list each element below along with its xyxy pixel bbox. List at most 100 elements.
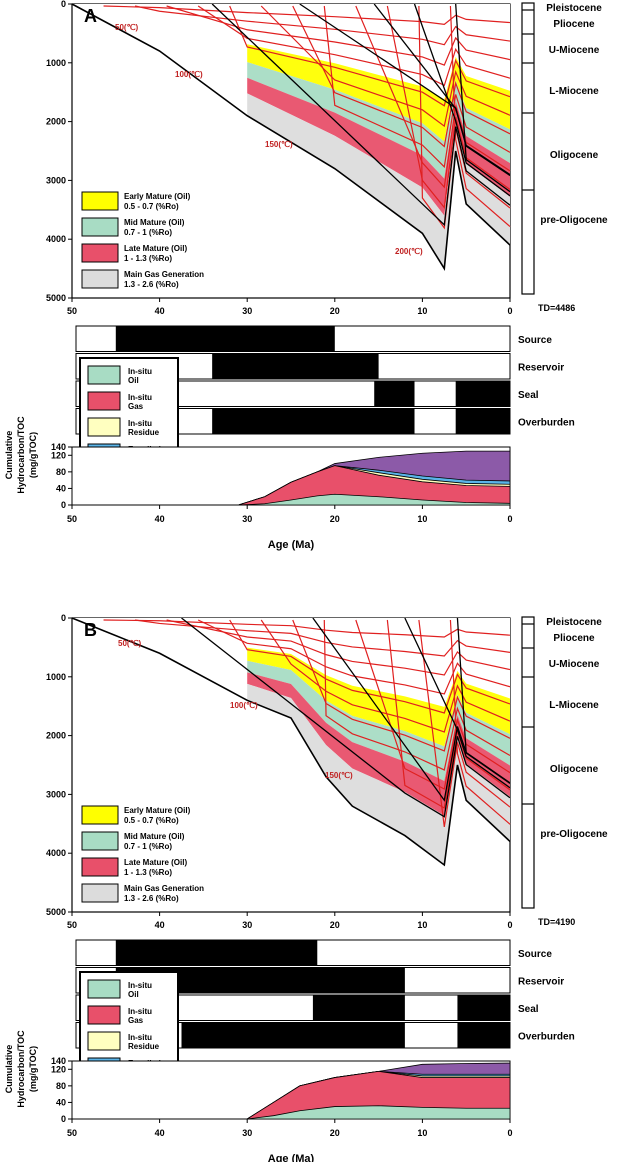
strat-label: Pleistocene [546, 3, 602, 14]
hc-legend-label: Residue [128, 1042, 160, 1051]
event-row-label: Overburden [518, 418, 575, 429]
panel-a: 010002000300040005000A50(℃)100(℃)150(℃)2… [4, 0, 608, 551]
maturity-legend-range: 0.7 - 1 (%Ro) [124, 842, 172, 851]
isotherm-label: 150(℃) [265, 140, 293, 149]
event-bar [212, 354, 378, 380]
depth-tick-label: 4000 [46, 848, 66, 858]
hc-legend-label: Oil [128, 990, 139, 999]
event-row-label: Source [518, 335, 552, 346]
depth-tick-label: 3000 [46, 789, 66, 799]
strat-column [522, 3, 534, 294]
hc-legend-swatch [88, 980, 120, 998]
age-tick-label: 50 [67, 306, 77, 316]
age-tick-label: 50 [67, 920, 77, 930]
hc-tick-label: 120 [51, 1064, 66, 1074]
maturity-swatch [82, 192, 118, 210]
maturity-legend-range: 1.3 - 2.6 (%Ro) [124, 280, 179, 289]
hc-legend-label: Residue [128, 428, 160, 437]
maturity-legend-range: 1 - 1.3 (%Ro) [124, 868, 172, 877]
panel-label: B [84, 620, 97, 640]
event-bar [456, 409, 510, 435]
maturity-legend-label: Main Gas Generation [124, 884, 204, 893]
hc-tick-label: 80 [56, 1081, 66, 1091]
strat-label: L-Miocene [549, 700, 599, 711]
isotherm-label: 150(℃) [325, 771, 353, 780]
hc-tick-label: 40 [56, 1097, 66, 1107]
maturity-legend-range: 0.7 - 1 (%Ro) [124, 228, 172, 237]
maturity-swatch [82, 884, 118, 902]
event-bar [212, 409, 414, 435]
y-axis-title: (mg/gTOC) [28, 1046, 38, 1092]
depth-tick-label: 4000 [46, 234, 66, 244]
event-bar [457, 995, 510, 1021]
maturity-swatch [82, 270, 118, 288]
event-row-label: Seal [518, 1004, 539, 1015]
event-row-label: Overburden [518, 1032, 575, 1043]
hc-tick-label: 120 [51, 450, 66, 460]
age-tick-label: 40 [155, 306, 165, 316]
strat-label: pre-Oligocene [540, 215, 608, 226]
strat-label: Pliocene [553, 633, 595, 644]
age-tick-label: 10 [417, 920, 427, 930]
event-bar [456, 381, 510, 407]
event-bar [116, 326, 335, 352]
depth-tick-label: 3000 [46, 175, 66, 185]
age-tick-label: 40 [155, 514, 165, 524]
panel-label: A [84, 6, 97, 26]
maturity-legend-label: Mid Mature (Oil) [124, 218, 185, 227]
hc-legend-label: In-situ [128, 1007, 152, 1016]
age-tick-label: 30 [242, 306, 252, 316]
age-tick-label: 40 [155, 1128, 165, 1138]
age-tick-label: 30 [242, 920, 252, 930]
maturity-legend-range: 1 - 1.3 (%Ro) [124, 254, 172, 263]
hc-tick-label: 0 [61, 500, 66, 510]
age-tick-label: 20 [330, 920, 340, 930]
maturity-swatch [82, 218, 118, 236]
age-tick-label: 0 [507, 1128, 512, 1138]
age-tick-label: 50 [67, 514, 77, 524]
event-bar [182, 1023, 405, 1049]
depth-tick-label: 0 [61, 613, 66, 623]
hc-legend-label: Gas [128, 402, 144, 411]
strat-label: Pliocene [553, 19, 595, 30]
age-tick-label: 0 [507, 920, 512, 930]
hc-legend-swatch [88, 366, 120, 384]
total-depth-label: TD=4486 [538, 303, 575, 313]
age-tick-label: 10 [417, 1128, 427, 1138]
event-bar [457, 1023, 510, 1049]
event-row-label: Source [518, 949, 552, 960]
strat-label: Oligocene [550, 150, 599, 161]
maturity-legend-range: 0.5 - 0.7 (%Ro) [124, 816, 179, 825]
age-tick-label: 30 [242, 1128, 252, 1138]
isotherm-label: 50(℃) [115, 23, 139, 32]
hc-tick-label: 0 [61, 1114, 66, 1124]
age-tick-label: 30 [242, 514, 252, 524]
depth-tick-label: 1000 [46, 58, 66, 68]
isotherm-label: 50(℃) [118, 639, 142, 648]
x-axis-title: Age (Ma) [268, 539, 315, 551]
event-bar [313, 995, 405, 1021]
age-tick-label: 20 [330, 1128, 340, 1138]
maturity-legend-range: 1.3 - 2.6 (%Ro) [124, 894, 179, 903]
y-axis-title: Hydrocarbon/TOC [16, 416, 26, 494]
maturity-legend-label: Late Mature (Oil) [124, 858, 187, 867]
maturity-legend-label: Mid Mature (Oil) [124, 832, 185, 841]
depth-tick-label: 5000 [46, 907, 66, 917]
event-row-label: Seal [518, 390, 539, 401]
hc-legend-label: In-situ [128, 393, 152, 402]
hc-legend-swatch [88, 418, 120, 436]
hc-legend-label: In-situ [128, 981, 152, 990]
depth-tick-label: 5000 [46, 293, 66, 303]
maturity-legend-label: Early Mature (Oil) [124, 192, 191, 201]
hc-tick-label: 40 [56, 483, 66, 493]
event-bar [374, 381, 414, 407]
hc-legend-swatch [88, 1006, 120, 1024]
isotherm-label: 100(℃) [230, 701, 258, 710]
age-tick-label: 0 [507, 514, 512, 524]
age-tick-label: 50 [67, 1128, 77, 1138]
hc-legend-label: In-situ [128, 1033, 152, 1042]
x-axis-title: Age (Ma) [268, 1153, 315, 1162]
maturity-swatch [82, 244, 118, 262]
total-depth-label: TD=4190 [538, 917, 575, 927]
